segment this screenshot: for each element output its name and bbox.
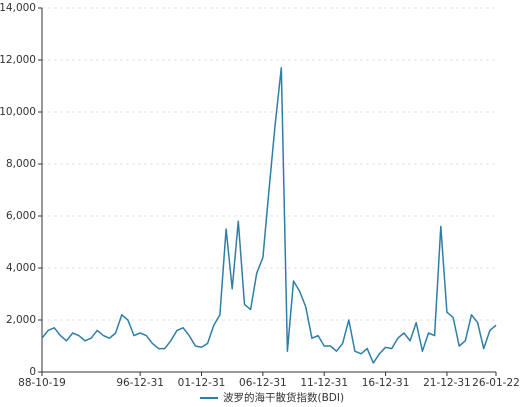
x-tick-label: 11-12-31 — [300, 377, 348, 389]
x-tick-label: 88-10-19 — [18, 377, 66, 389]
line-series — [41, 67, 497, 364]
x-tick-label: 01-12-31 — [178, 377, 226, 389]
x-tick-label: 96-12-31 — [116, 377, 164, 389]
x-tick-label: 16-12-31 — [362, 377, 410, 389]
legend-label: 波罗的海干散货指数(BDI) — [223, 391, 344, 404]
x-tick-label: 26-01-22 — [472, 377, 520, 389]
y-tick-label: 4,000 — [6, 262, 36, 274]
y-tick-label: 10,000 — [0, 106, 36, 118]
y-tick-label: 6,000 — [6, 210, 36, 222]
y-tick-label: 2,000 — [6, 314, 36, 326]
x-tick-label: 06-12-31 — [239, 377, 287, 389]
x-tick-label: 21-12-31 — [423, 377, 471, 389]
y-tick-label: 0 — [29, 366, 36, 378]
y-tick-label: 14,000 — [0, 2, 36, 14]
y-tick-label: 12,000 — [0, 54, 36, 66]
y-tick-label: 8,000 — [6, 158, 36, 170]
